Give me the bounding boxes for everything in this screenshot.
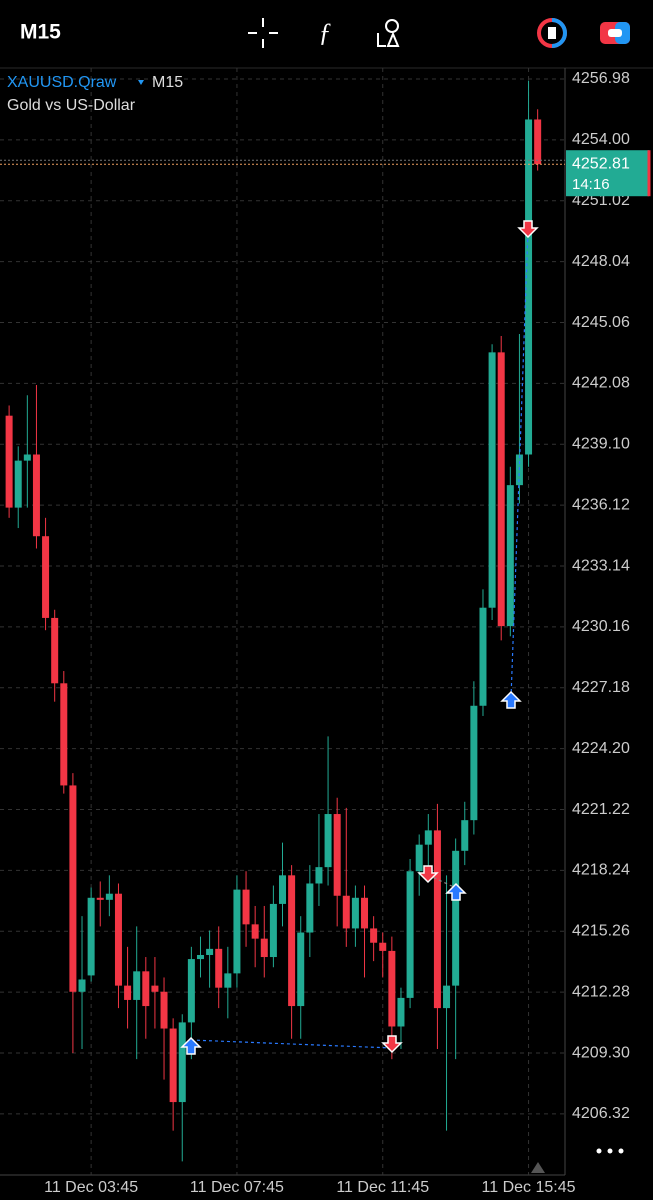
objects-icon[interactable]: [377, 19, 400, 47]
candle-body: [433, 830, 441, 1009]
candle-body: [42, 536, 50, 618]
bar-countdown: 14:16: [572, 176, 610, 193]
candle-body: [370, 928, 378, 943]
candle-body: [32, 454, 40, 537]
candle-body: [534, 119, 542, 165]
candle-body: [160, 991, 168, 1029]
x-tick-label: 11 Dec 03:45: [44, 1179, 138, 1196]
y-tick-label: 4221.22: [572, 801, 630, 818]
scroll-marker[interactable]: [531, 1162, 545, 1173]
symbol-timeframe: M15: [152, 74, 183, 91]
candle-body: [525, 119, 533, 455]
y-tick-label: 4242.08: [572, 375, 630, 392]
candle-body: [5, 415, 13, 508]
candle-body: [424, 830, 432, 845]
candle-body: [187, 959, 195, 1023]
candle-body: [233, 889, 241, 974]
indicators-icon[interactable]: ƒ: [319, 18, 332, 47]
y-tick-label: 4256.98: [572, 70, 630, 87]
candle-body: [406, 871, 414, 998]
y-tick-label: 4248.04: [572, 253, 630, 270]
y-tick-label: 4215.26: [572, 923, 630, 940]
candle-body: [388, 950, 396, 1027]
symbol-name[interactable]: XAUUSD.Qraw: [7, 74, 117, 91]
candle-body: [23, 454, 31, 461]
candle-body: [506, 485, 514, 627]
candle-body: [69, 785, 77, 992]
candle-body: [215, 948, 223, 988]
y-tick-label: 4209.30: [572, 1044, 630, 1061]
candle-body: [196, 954, 204, 960]
candle-body: [124, 985, 132, 1000]
candle-body: [269, 903, 277, 958]
candle-body: [206, 948, 214, 955]
y-tick-label: 4230.16: [572, 618, 630, 635]
candle-body: [379, 942, 387, 951]
y-tick-label: 4233.14: [572, 557, 630, 574]
candle-body: [242, 889, 250, 925]
trade-icon[interactable]: [537, 18, 567, 48]
price-label-box: [566, 150, 649, 197]
candle-body: [452, 850, 460, 986]
candle-body: [60, 683, 68, 786]
x-tick-label: 11 Dec 11:45: [336, 1179, 429, 1196]
y-tick-label: 4227.18: [572, 679, 630, 696]
candle-body: [14, 460, 22, 508]
y-tick-label: 4236.12: [572, 496, 630, 513]
y-tick-label: 4218.24: [572, 862, 630, 879]
candle-body: [397, 997, 405, 1027]
y-tick-label: 4245.06: [572, 314, 630, 331]
candles: [5, 80, 542, 1162]
candle-body: [415, 844, 423, 872]
more-button[interactable]: [596, 1148, 624, 1154]
candle-body: [87, 897, 95, 976]
candle-body: [133, 971, 141, 1000]
candle-body: [260, 938, 268, 958]
y-tick-label: 4254.00: [572, 131, 630, 148]
candle-body: [342, 895, 350, 929]
candle-body: [443, 985, 451, 1009]
y-tick-label: 4239.10: [572, 436, 630, 453]
candle-body: [251, 924, 259, 939]
crosshair-icon[interactable]: [248, 18, 278, 48]
candle-body: [461, 820, 469, 851]
candle-body: [324, 814, 332, 868]
candle-body: [142, 971, 150, 1007]
candle-body: [361, 897, 369, 929]
candle-body: [333, 814, 341, 896]
y-tick-label: 4224.20: [572, 740, 630, 757]
candle-body: [78, 979, 86, 992]
candle-body: [315, 867, 323, 884]
y-tick-label: 4251.02: [572, 192, 630, 209]
candle-body: [105, 893, 113, 900]
candle-body: [470, 705, 478, 821]
trade-markers: [190, 229, 529, 1049]
candle-body: [51, 617, 59, 684]
candle-body: [96, 897, 104, 900]
candle-body: [279, 875, 286, 904]
candle-body: [297, 932, 305, 1007]
y-tick-label: 4206.32: [572, 1105, 630, 1122]
candle-body: [169, 1028, 177, 1103]
trade-arrows: [180, 220, 539, 1055]
candle-body: [178, 1022, 186, 1103]
candle-body: [114, 893, 122, 986]
candle-body: [306, 883, 314, 933]
timeframe-button[interactable]: M15: [20, 21, 61, 44]
symbol-description: Gold vs US-Dollar: [7, 97, 136, 114]
candle-body: [497, 352, 505, 627]
account-icon[interactable]: [600, 22, 630, 44]
candle-body: [351, 897, 359, 929]
candle-body: [224, 973, 232, 988]
candle-body: [479, 607, 487, 706]
x-tick-label: 11 Dec 07:45: [190, 1179, 284, 1196]
candle-body: [488, 352, 496, 608]
x-tick-label: 11 Dec 15:45: [482, 1179, 576, 1196]
y-tick-label: 4212.28: [572, 983, 630, 1000]
symbol-dropdown[interactable]: [138, 80, 144, 85]
candle-body: [151, 985, 159, 992]
last-price: 4252.81: [572, 155, 630, 172]
candle-body: [288, 875, 296, 1007]
